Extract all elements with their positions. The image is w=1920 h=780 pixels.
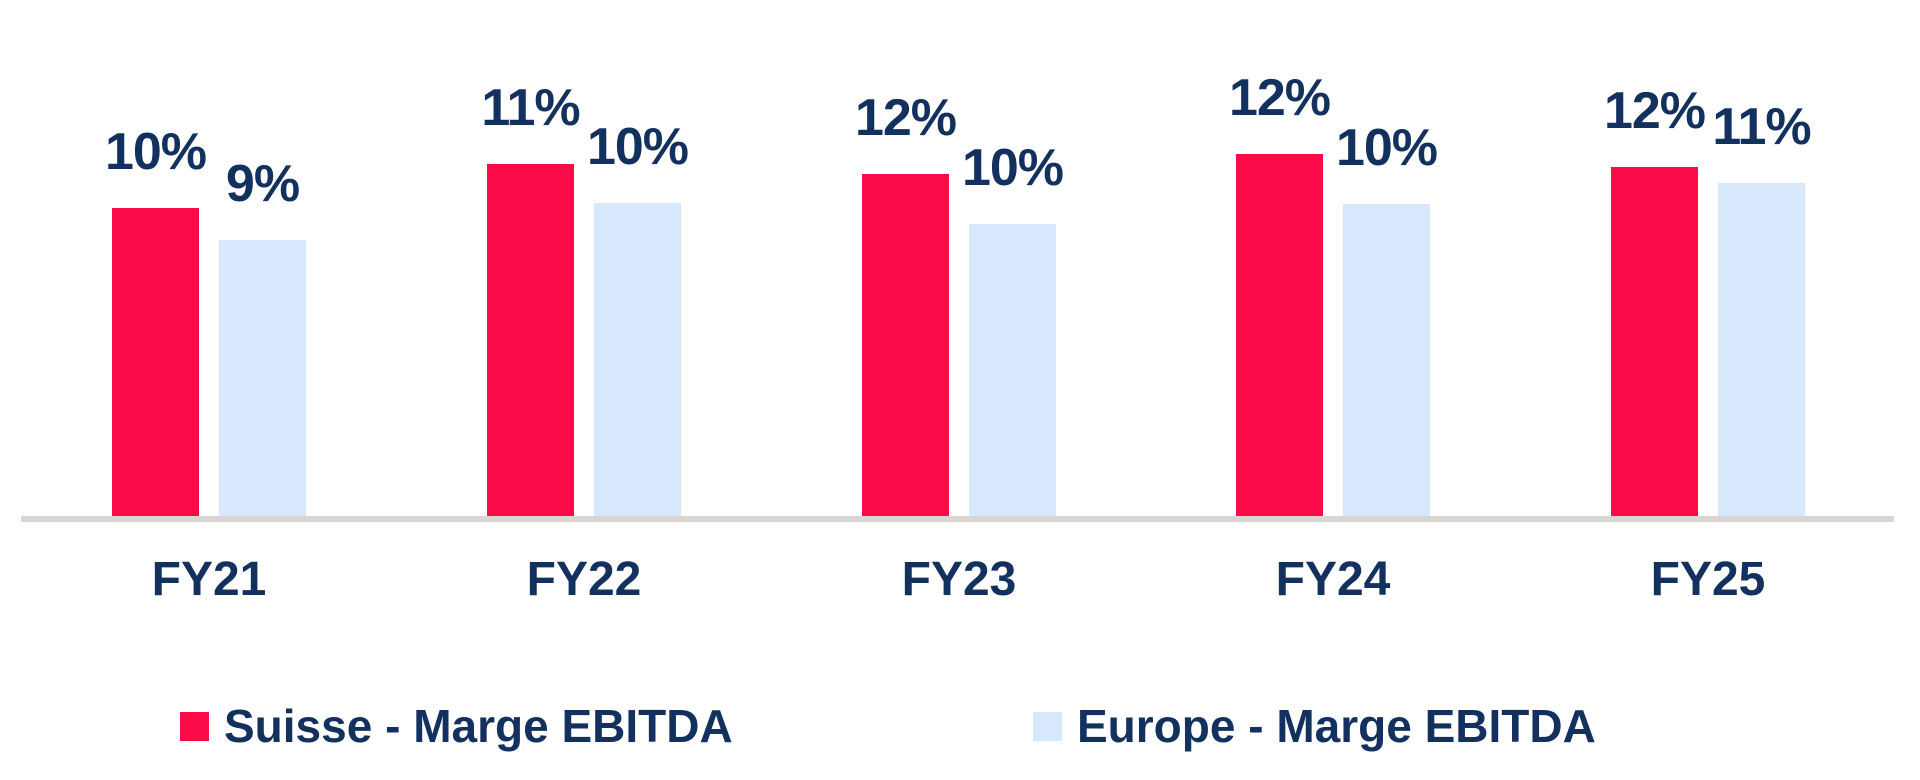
bar-fy21-suisse — [112, 208, 199, 521]
x-axis-label-fy24: FY24 — [1275, 553, 1391, 606]
bar-fy23-suisse — [862, 174, 949, 521]
bar-value-label-fy21-suisse: 10% — [104, 123, 207, 181]
bar-fy22-suisse — [487, 164, 574, 521]
bar-fy23-europe — [969, 224, 1056, 521]
bar-value-label-fy23-suisse: 12% — [854, 89, 957, 147]
x-axis-label-fy25: FY25 — [1650, 553, 1766, 606]
bar-value-label-fy24-europe: 10% — [1335, 119, 1438, 177]
bar-fy25-suisse — [1611, 167, 1698, 521]
x-axis-line — [21, 516, 1894, 522]
x-axis-label-fy23: FY23 — [901, 553, 1017, 606]
bar-value-label-fy25-europe: 11% — [1712, 98, 1811, 156]
bar-value-label-fy22-europe: 10% — [586, 118, 689, 176]
bar-value-label-fy22-suisse: 11% — [481, 79, 580, 137]
bar-value-label-fy24-suisse: 12% — [1228, 69, 1331, 127]
bar-value-label-fy25-suisse: 12% — [1603, 82, 1706, 140]
bar-value-label-fy21-europe: 9% — [225, 155, 300, 213]
bar-value-label-fy23-europe: 10% — [961, 139, 1064, 197]
bar-fy22-europe — [594, 203, 681, 521]
bar-fy24-europe — [1343, 204, 1430, 521]
x-axis-label-fy22: FY22 — [526, 553, 642, 606]
bar-fy21-europe — [219, 240, 306, 521]
bar-fy24-suisse — [1236, 154, 1323, 521]
bar-fy25-europe — [1718, 183, 1805, 521]
x-axis-label-fy21: FY21 — [151, 553, 267, 606]
